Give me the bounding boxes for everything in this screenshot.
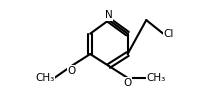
Text: CH₃: CH₃ xyxy=(146,73,166,83)
Text: O: O xyxy=(67,66,76,76)
Text: Cl: Cl xyxy=(163,29,174,39)
Text: N: N xyxy=(105,10,113,20)
Text: O: O xyxy=(123,78,132,88)
Text: CH₃: CH₃ xyxy=(35,73,54,83)
